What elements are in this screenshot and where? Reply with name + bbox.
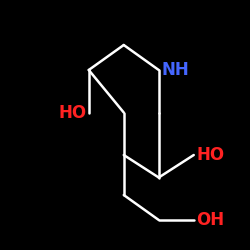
Text: OH: OH	[196, 211, 224, 229]
Text: HO: HO	[58, 104, 86, 122]
Text: HO: HO	[196, 146, 224, 164]
Text: NH: NH	[161, 61, 189, 79]
